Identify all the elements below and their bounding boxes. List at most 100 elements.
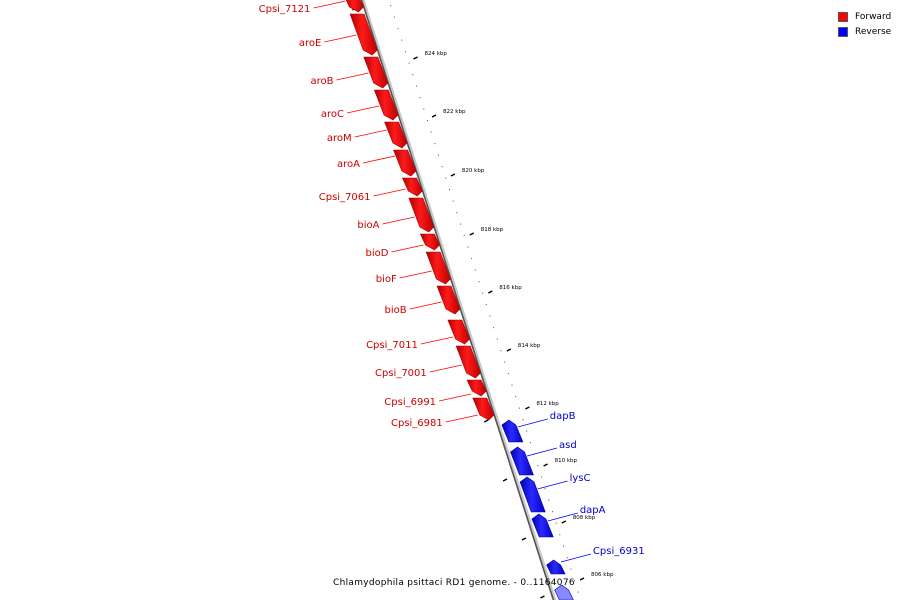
forward-gene-label: Cpsi_7011 xyxy=(366,340,418,351)
ruler-dot xyxy=(434,143,436,145)
legend-reverse: Reverse xyxy=(838,24,891,39)
forward-gene[interactable] xyxy=(455,345,481,379)
legend-forward: Forward xyxy=(838,9,891,24)
ruler-dot xyxy=(437,154,439,156)
ruler-tick-label: 814 kbp xyxy=(518,343,541,349)
ruler-dot xyxy=(452,200,454,202)
forward-gene[interactable] xyxy=(344,0,364,13)
legend-reverse-label: Reverse xyxy=(855,26,892,37)
ruler-dot xyxy=(430,131,432,133)
gene-leader-line xyxy=(346,105,380,114)
ruler-dot xyxy=(496,338,498,340)
reverse-swatch xyxy=(838,26,848,37)
ruler-dot xyxy=(577,591,579,593)
reverse-gene-label: dapA xyxy=(580,505,606,516)
gene-leader-line xyxy=(445,414,478,423)
ruler-dot xyxy=(482,292,484,294)
ruler-dot xyxy=(426,120,428,122)
forward-gene-label: Cpsi_6991 xyxy=(384,397,436,408)
ruler-dot xyxy=(507,373,509,375)
reverse-gene[interactable] xyxy=(501,419,524,443)
minor-tick xyxy=(521,537,527,541)
reverse-gene-label: asd xyxy=(559,440,577,451)
ruler-tick-label: 820 kbp xyxy=(462,168,485,174)
forward-gene[interactable] xyxy=(402,177,423,197)
legend-forward-label: Forward xyxy=(855,11,892,22)
gene-leader-line xyxy=(354,129,387,138)
gene-leader-line xyxy=(313,0,346,9)
ruler-dot xyxy=(518,407,520,409)
reverse-gene[interactable] xyxy=(546,559,566,575)
ruler-dot xyxy=(566,557,568,559)
reverse-gene[interactable] xyxy=(519,476,546,513)
forward-gene-label: Cpsi_7001 xyxy=(375,368,427,379)
forward-gene[interactable] xyxy=(466,379,487,397)
gene-leader-line xyxy=(438,393,472,402)
ruler-tick-label: 818 kbp xyxy=(481,227,504,233)
map-caption: Chlamydophila psittaci RD1 genome. - 0..… xyxy=(333,578,575,588)
forward-gene-label: bioA xyxy=(357,220,379,231)
forward-gene[interactable] xyxy=(425,251,451,285)
forward-gene[interactable] xyxy=(408,197,435,233)
gene-leader-line xyxy=(324,34,357,43)
forward-gene-label: aroM xyxy=(327,133,352,144)
genome-backbone xyxy=(360,0,555,600)
forward-gene[interactable] xyxy=(393,149,417,177)
ruler-dot xyxy=(408,62,410,64)
minor-tick xyxy=(502,478,508,482)
ruler-dot xyxy=(467,246,469,248)
gene-leader-line xyxy=(429,364,462,373)
ruler-dot xyxy=(562,545,564,547)
forward-gene-label: Cpsi_6981 xyxy=(391,418,443,429)
ruler-tick xyxy=(525,406,530,410)
forward-gene[interactable] xyxy=(472,397,495,421)
forward-gene-label: bioD xyxy=(365,248,388,259)
forward-gene[interactable] xyxy=(436,285,461,315)
ruler-dot xyxy=(471,258,473,260)
forward-gene[interactable] xyxy=(419,233,440,251)
ruler-dot xyxy=(456,212,458,214)
ruler-dot xyxy=(445,177,447,179)
gene-leader-line xyxy=(560,553,592,563)
ruler-dot xyxy=(397,28,399,30)
reverse-gene[interactable] xyxy=(554,584,574,600)
ruler-dot xyxy=(390,5,392,7)
ruler-tick-label: 808 kbp xyxy=(573,515,596,521)
ruler-dot xyxy=(574,580,576,582)
ruler-dot xyxy=(555,522,557,524)
ruler-dot xyxy=(493,327,495,329)
forward-gene-label: aroA xyxy=(337,159,360,170)
ruler-dot xyxy=(559,534,561,536)
reverse-gene-label: dapB xyxy=(550,411,576,422)
gene-leader-line xyxy=(526,447,558,457)
reverse-gene-label: lysC xyxy=(570,473,591,484)
forward-gene[interactable] xyxy=(349,13,378,56)
ruler-dot xyxy=(460,223,462,225)
ruler-dot xyxy=(423,108,425,110)
ruler-dot xyxy=(393,16,395,18)
ruler-tick xyxy=(579,577,585,581)
ruler-tick xyxy=(543,463,548,467)
ruler-dot xyxy=(441,166,443,168)
ruler-dot xyxy=(463,235,465,237)
ruler-tick xyxy=(413,56,418,60)
forward-gene[interactable] xyxy=(447,319,470,345)
ruler-tick xyxy=(487,290,493,294)
forward-gene-label: aroB xyxy=(310,76,333,87)
ruler-tick-label: 822 kbp xyxy=(443,109,466,115)
forward-gene[interactable] xyxy=(363,56,389,89)
ruler-dot xyxy=(522,419,524,421)
forward-gene[interactable] xyxy=(384,121,408,149)
gene-leader-line xyxy=(362,155,396,164)
forward-gene-label: bioF xyxy=(376,274,397,285)
forward-gene[interactable] xyxy=(373,89,399,121)
ruler-tick xyxy=(450,173,456,177)
reverse-gene[interactable] xyxy=(531,513,554,538)
forward-gene-label: aroC xyxy=(321,109,344,120)
reverse-gene[interactable] xyxy=(510,446,534,476)
ruler-dot xyxy=(489,315,491,317)
forward-swatch xyxy=(838,11,848,22)
forward-gene-label: Cpsi_7121 xyxy=(259,4,311,15)
ruler-dot xyxy=(401,39,403,41)
ruler-tick-label: 806 kbp xyxy=(591,572,614,578)
